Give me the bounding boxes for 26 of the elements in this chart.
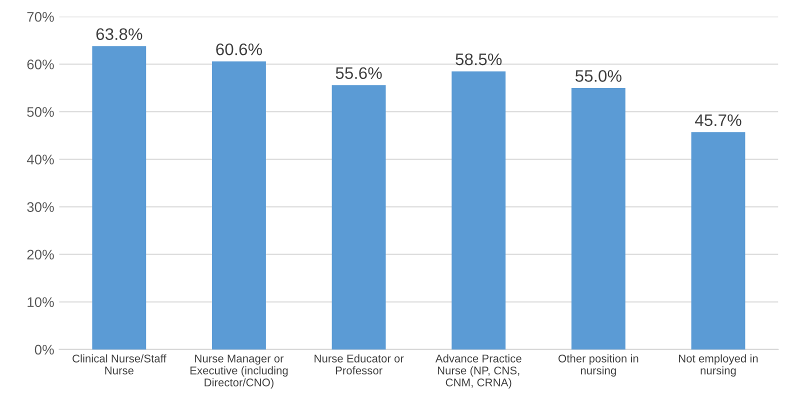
y-tick-label: 10% <box>28 297 54 308</box>
x-tick-label: Nurse Educator or Professor <box>314 354 404 374</box>
y-tick-label: 30% <box>27 202 54 212</box>
x-tick-label: Advance Practice Nurse (NP, CNS, CNM, CRNA) <box>435 354 522 389</box>
data-label: 55.0% <box>575 70 622 82</box>
bar <box>212 61 266 350</box>
bar <box>452 71 506 350</box>
y-tick-label: 60% <box>27 60 54 70</box>
data-label: 58.5% <box>456 53 502 66</box>
data-label: 63.8% <box>96 28 142 40</box>
data-label: 45.7% <box>694 114 742 126</box>
y-tick-label: 70% <box>27 12 54 22</box>
bar <box>92 46 146 350</box>
x-tick-label: Clinical Nurse/Staff Nurse <box>72 354 166 374</box>
x-tick-label: Other position in nursing <box>558 354 638 377</box>
y-tick-label: 0% <box>34 344 54 355</box>
data-label: 55.6% <box>336 67 382 80</box>
bar <box>332 85 386 350</box>
bar <box>571 88 626 350</box>
x-tick-label: Nurse Manager or Executive (including Director/CNO) <box>190 354 288 389</box>
y-tick-label: 40% <box>26 154 54 164</box>
bar <box>691 132 746 350</box>
data-label: 60.6% <box>216 43 262 56</box>
x-tick-label: Not employed in nursing <box>679 354 758 377</box>
y-tick-label: 20% <box>27 250 54 260</box>
y-tick-label: 50% <box>27 107 54 117</box>
